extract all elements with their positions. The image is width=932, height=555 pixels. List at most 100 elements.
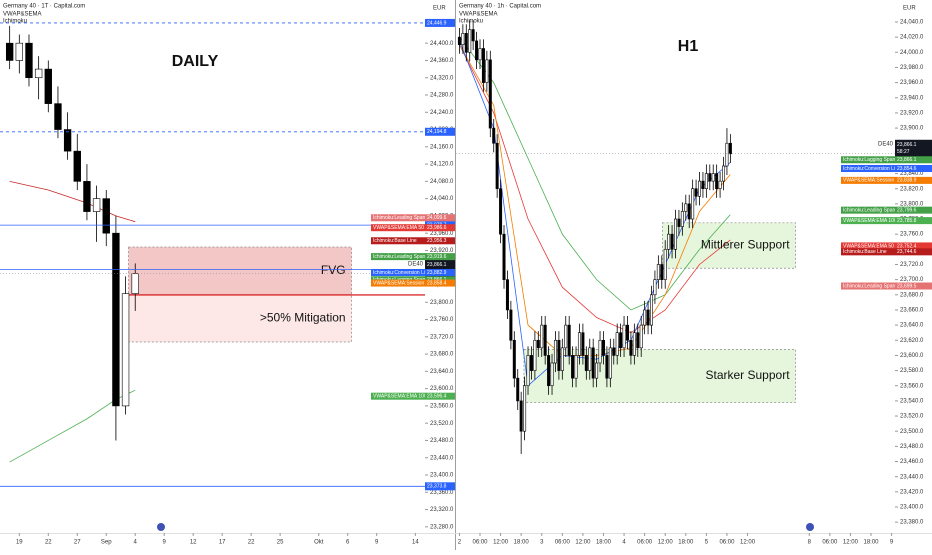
price-label-name: VWAP&SEMA:Session VWAP — [373, 280, 441, 286]
last-price-label: 23,866.1 — [427, 262, 447, 268]
zone-label: Starker Support — [705, 368, 790, 382]
candle-body — [639, 324, 643, 349]
indicator-name: Ichimoku — [459, 19, 483, 25]
candle-body — [629, 339, 633, 356]
price-label-name-bg — [841, 206, 895, 214]
price-label-bg — [895, 206, 932, 214]
y-tick-label: 23,580.0 — [900, 368, 924, 374]
candle-body — [121, 293, 130, 407]
level-label: 23,373.8 — [427, 484, 447, 490]
candle-body — [708, 173, 712, 182]
y-tick-label: 23,900.0 — [900, 126, 924, 132]
y-tick-label: 23,600.0 — [430, 386, 454, 392]
candle-body — [471, 29, 475, 42]
candle-body — [577, 332, 581, 356]
candle-body — [728, 142, 732, 155]
event-icon[interactable] — [157, 523, 165, 531]
y-tick-label: 23,680.0 — [900, 292, 924, 298]
y-tick-label: 23,280.0 — [430, 524, 454, 530]
price-label-bg — [425, 392, 455, 400]
plot-area — [457, 20, 796, 454]
y-tick-label: 23,760.0 — [430, 317, 454, 323]
price-label-name: Ichimoku:Leading Span B — [373, 215, 431, 221]
y-tick-label: 23,560.0 — [900, 383, 924, 389]
price-label-bg — [425, 237, 455, 245]
y-tick-label: 23,480.0 — [430, 438, 454, 444]
price-label: 23,799.6 — [897, 207, 917, 213]
candle-body — [464, 33, 468, 53]
candle-body — [584, 355, 588, 371]
y-tick-label: 24,080.0 — [430, 179, 454, 185]
candle-body — [523, 385, 527, 432]
price-label-name-bg — [371, 237, 425, 245]
candle-body — [625, 324, 629, 341]
candle-body — [667, 233, 671, 250]
candle-body — [457, 36, 461, 46]
price-label-name-bg — [371, 392, 425, 400]
y-tick-label: 23,800.0 — [430, 300, 454, 306]
last-price-name: DE40 — [878, 141, 894, 147]
x-tick-label: 18:00 — [863, 540, 879, 546]
price-label-name: Ichimoku:Base Line — [843, 249, 887, 255]
price-label-bg — [895, 176, 932, 184]
price-label: 23,699.5 — [897, 283, 917, 289]
candle-body — [557, 339, 561, 371]
price-label-name: Ichimoku:Base Line — [373, 238, 417, 244]
y-tick-label: 23,760.0 — [900, 232, 924, 238]
price-label: 23,744.6 — [897, 249, 917, 255]
candle-body — [488, 59, 492, 129]
price-label-bg — [425, 268, 455, 276]
price-label-name-bg — [371, 214, 425, 222]
candle-body — [581, 332, 585, 356]
candle-body — [540, 324, 544, 349]
chart-title: Germany 40 · 1h · Capital.com — [459, 4, 541, 10]
candle-body — [519, 400, 523, 432]
candle-body — [502, 233, 506, 280]
price-label-bg — [895, 156, 932, 164]
y-tick-label: 23,440.0 — [900, 474, 924, 480]
y-tick-label: 23,400.0 — [900, 505, 924, 511]
y-tick-label: 23,960.0 — [430, 231, 454, 237]
price-label: 23,596.4 — [427, 394, 447, 400]
candle-body — [615, 332, 619, 356]
x-tick-label: 06:00 — [719, 540, 735, 546]
candle-body — [499, 188, 503, 235]
candle-body — [687, 203, 691, 220]
candle-body — [694, 188, 698, 197]
candle-body — [574, 355, 578, 379]
y-tick-label: 24,020.0 — [900, 35, 924, 41]
currency: EUR — [903, 6, 916, 12]
x-tick-label: 8 — [808, 540, 812, 546]
candle-body — [509, 309, 513, 341]
candle-body — [663, 249, 667, 280]
candle-body — [468, 29, 472, 53]
candle-body — [660, 264, 664, 280]
x-tick-label: 12:00 — [575, 540, 591, 546]
indicator-name: Ichimoku — [3, 19, 27, 25]
zone — [662, 222, 796, 269]
candle-body — [495, 142, 499, 190]
x-tick-label: 5 — [705, 540, 709, 546]
candle-body — [131, 273, 139, 294]
candle-body — [670, 233, 674, 250]
price-label-name: Ichimoku:Leading Span B — [843, 283, 901, 289]
x-tick-label: 06:00 — [555, 540, 571, 546]
timeframe-annotation: H1 — [678, 38, 699, 55]
level-label: 24,194.8 — [427, 129, 447, 135]
x-tick-label: 22 — [45, 540, 52, 546]
x-tick-label: 4 — [134, 540, 138, 546]
candle-body — [653, 279, 657, 296]
y-tick-label: 23,720.0 — [900, 262, 924, 268]
x-tick-label: 19 — [16, 540, 23, 546]
price-label: 23,956.3 — [427, 238, 447, 244]
event-icon[interactable] — [806, 523, 814, 531]
y-tick-label: 23,560.0 — [430, 403, 454, 409]
price-label-name-bg — [841, 242, 895, 250]
indicator-name: VWAP&SEMA — [459, 12, 497, 18]
candle-body — [547, 355, 551, 387]
level-label-bg — [425, 482, 455, 491]
y-tick-label: 23,380.0 — [900, 520, 924, 526]
price-label-bg — [895, 282, 932, 290]
candle-body — [481, 48, 485, 83]
x-tick-label: 4 — [622, 540, 626, 546]
